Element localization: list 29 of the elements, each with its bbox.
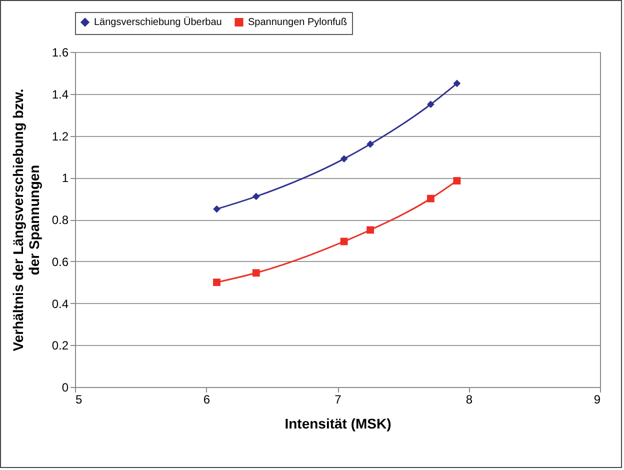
point (366, 226, 374, 234)
y-tick-label: 0.4 (52, 296, 69, 311)
y-tick-label: 0.8 (52, 213, 69, 227)
y-tick-label: 1.6 (52, 46, 69, 60)
x-tick-label: 9 (594, 392, 601, 406)
x-tick-label: 7 (334, 392, 342, 406)
x-tick-label: 5 (76, 392, 82, 406)
legend-label: Spannungen Pylonfuß (248, 17, 347, 28)
legend-label: Längsverschiebung Überbau (94, 16, 222, 28)
point (453, 80, 461, 88)
x-tick-label: 6 (203, 392, 210, 406)
point (340, 155, 348, 162)
y-tick-label: 1.2 (52, 129, 69, 144)
point (426, 100, 434, 108)
point (426, 194, 434, 202)
point (453, 177, 461, 184)
point (340, 238, 348, 246)
point (213, 278, 220, 286)
point (252, 192, 260, 200)
point (366, 140, 374, 148)
y-tick-label: 0.2 (52, 338, 69, 353)
x-axis-title: Intensität (MSK) (284, 416, 392, 432)
point (252, 269, 260, 277)
y-tick-label: 1 (62, 171, 69, 186)
y-tick-label: 1.4 (52, 87, 69, 102)
y-tick-label: 0.6 (52, 254, 69, 269)
y-tick-label: 0 (62, 380, 69, 394)
y-axis-title: Verhältnis der Längsverschiebung bzw. der Spannungen (10, 88, 42, 352)
x-tick-label: 8 (466, 392, 473, 406)
